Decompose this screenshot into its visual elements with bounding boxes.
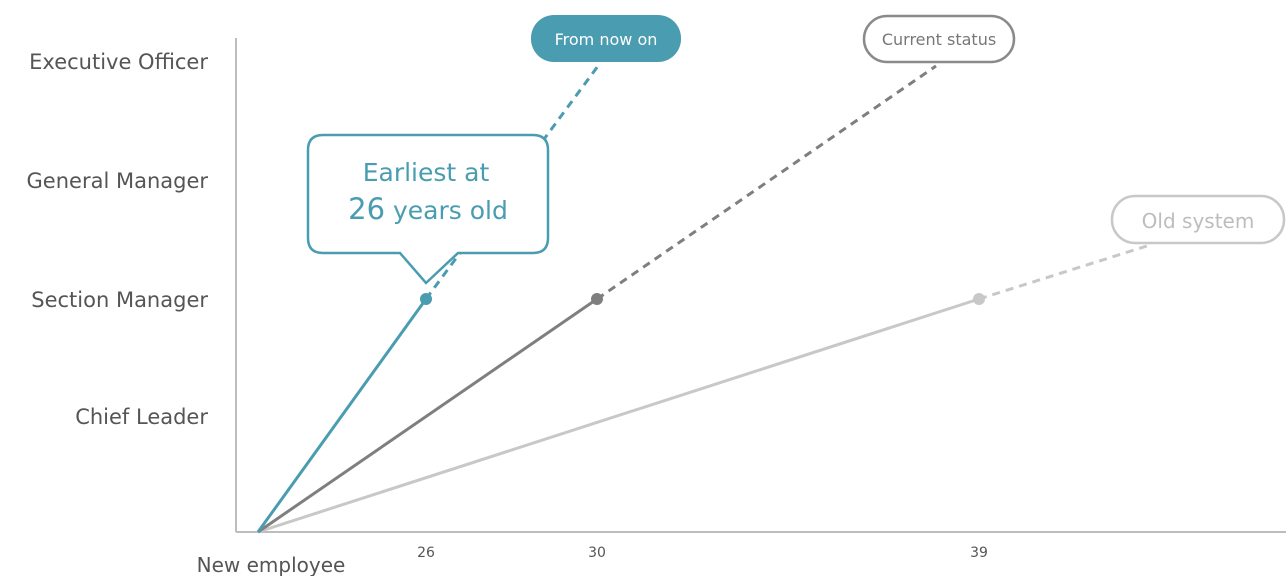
y-label-chief-leader: Chief Leader — [75, 405, 208, 429]
callout-line-1: Earliest at — [363, 158, 490, 187]
x-tick-39: 39 — [970, 545, 988, 561]
x-origin-label-new-employee: New employee — [197, 553, 346, 576]
series-current-status-point — [591, 293, 603, 305]
callout-number: 26 — [348, 192, 385, 226]
series-old-system-dashed — [979, 245, 1150, 299]
x-tick-30: 30 — [588, 545, 606, 561]
bubble-label-from-now-on: From now on — [555, 30, 658, 49]
bubble-label-old-system: Old system — [1142, 209, 1255, 233]
series-old-system-solid — [258, 299, 979, 532]
callout-line-2: 26 years old — [348, 192, 508, 226]
callout-line-2-rest: years old — [385, 196, 508, 225]
series-from-now-on-point — [420, 293, 432, 305]
series-from-now-on-solid — [258, 299, 426, 532]
bubble-label-current-status: Current status — [882, 30, 996, 49]
series-current-status-dashed — [597, 66, 936, 299]
series-old-system-point — [973, 293, 985, 305]
y-label-section-manager: Section Manager — [31, 288, 208, 312]
y-label-general-manager: General Manager — [27, 169, 209, 193]
x-tick-26: 26 — [417, 545, 435, 561]
series-current-status-solid — [258, 299, 597, 532]
y-label-executive-officer: Executive Officer — [29, 50, 208, 74]
